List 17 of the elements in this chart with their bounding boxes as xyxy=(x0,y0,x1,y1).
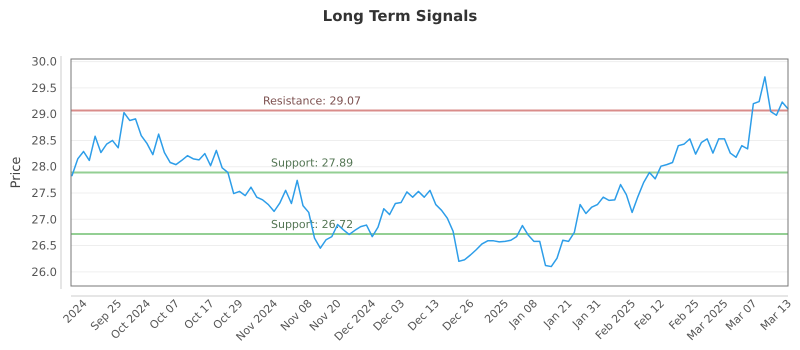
x-tick-label: Dec 13 xyxy=(405,296,442,334)
chart-title: Long Term Signals xyxy=(322,7,478,25)
x-tick-label: Dec 26 xyxy=(440,296,477,334)
y-axis-title: Price xyxy=(9,156,24,188)
y-tick-label: 29.0 xyxy=(31,107,57,122)
ref-line-label: Support: 27.89 xyxy=(271,156,354,170)
line-series xyxy=(71,76,789,268)
x-tick-label: Mar 13 xyxy=(758,296,794,334)
y-tick-label: 27.0 xyxy=(31,212,57,226)
y-tick-label: 26.5 xyxy=(31,238,57,253)
y-tick-label: 27.5 xyxy=(31,186,57,200)
y-tick-label: 28.0 xyxy=(31,160,57,174)
y-tick-label: 29.5 xyxy=(31,80,57,95)
y-tick-label: 28.5 xyxy=(31,133,57,148)
ref-line-label: Resistance: 29.07 xyxy=(263,94,361,108)
y-tick-label: 26.0 xyxy=(31,264,57,279)
y-tick-label: 30.0 xyxy=(31,54,57,69)
